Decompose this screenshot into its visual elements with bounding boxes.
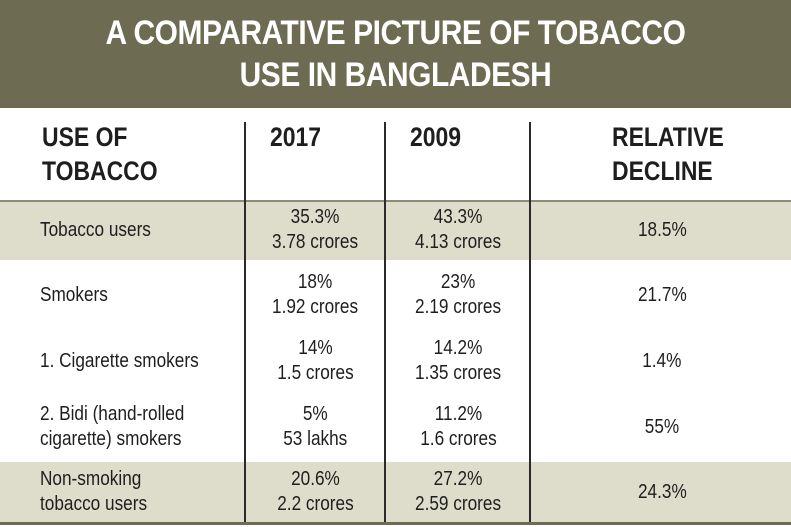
cell-2017: 5% 53 lakhs (283, 403, 348, 450)
cell-2017: 14% 1.5 crores (277, 337, 354, 384)
cell-relative-decline: 18.5% (637, 218, 687, 241)
cell-2017: 20.6% 2.2 crores (277, 468, 354, 515)
cell-2009: 14.2% 1.35 crores (414, 337, 502, 384)
table-row-non-smoking-tobacco-users: Non-smoking tobacco users 20.6% 2.2 crores… (0, 462, 791, 522)
title-line-2: USE IN BANGLADESH (239, 56, 552, 94)
row-label: Tobacco users (40, 218, 151, 241)
cell-2009: 27.2% 2.59 crores (414, 468, 502, 515)
column-divider-2 (384, 122, 386, 522)
row-label: Smokers (40, 283, 108, 306)
cell-relative-decline: 24.3% (637, 480, 687, 503)
row-label: Non-smoking tobacco users (40, 468, 148, 515)
title-line-1: A COMPARATIVE PICTURE OF TOBACCO (105, 14, 686, 52)
header-relative-decline: RELATIVE DECLINE (612, 122, 724, 186)
column-divider-1 (244, 122, 246, 522)
cell-2009: 43.3% 4.13 crores (414, 206, 502, 253)
title-banner: A COMPARATIVE PICTURE OF TOBACCO USE IN … (0, 0, 791, 108)
header-use-of-tobacco: USE OF TOBACCO (42, 122, 158, 186)
header-2017: 2017 (270, 122, 322, 152)
cell-relative-decline: 21.7% (637, 283, 687, 306)
table-row-smokers: Smokers 18% 1.92 crores 23% 2.19 crores 21… (0, 260, 791, 330)
table-header-row: USE OF TOBACCO 2017 2009 RELATIVE DECLIN… (0, 108, 791, 200)
table-bottom-rule (0, 522, 791, 525)
column-divider-3 (529, 122, 531, 522)
row-label: 1. Cigarette smokers (40, 349, 199, 372)
table-row-tobacco-users: Tobacco users 35.3% 3.78 crores 43.3% 4.13… (0, 200, 791, 260)
table-row-bidi-smokers: 2. Bidi (hand-rolled cigarette) smokers 5… (0, 392, 791, 462)
cell-2009: 11.2% 1.6 crores (419, 403, 497, 450)
row-label: 2. Bidi (hand-rolled cigarette) smokers (40, 403, 185, 450)
header-divider (0, 200, 791, 202)
table-row-cigarette-smokers: 1. Cigarette smokers 14% 1.5 crores 14.2%… (0, 330, 791, 392)
header-2009: 2009 (410, 122, 462, 152)
cell-relative-decline: 55% (644, 415, 680, 438)
tobacco-table: USE OF TOBACCO 2017 2009 RELATIVE DECLIN… (0, 108, 791, 527)
cell-relative-decline: 1.4% (642, 349, 682, 372)
cell-2017: 18% 1.92 crores (272, 271, 359, 318)
cell-2017: 35.3% 3.78 crores (272, 206, 359, 253)
cell-2009: 23% 2.19 crores (414, 271, 502, 318)
